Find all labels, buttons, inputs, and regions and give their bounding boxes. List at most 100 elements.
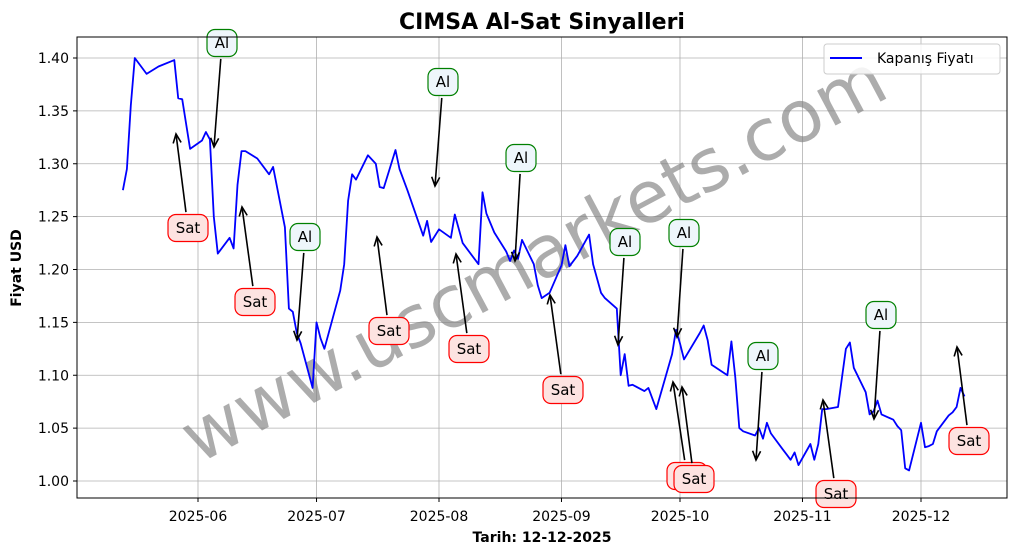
x-axis-label: Tarih: 12-12-2025 bbox=[473, 530, 612, 546]
signal-arrow bbox=[755, 371, 763, 461]
signal-arrow bbox=[175, 133, 187, 213]
sell-signal: Sat bbox=[234, 205, 276, 317]
buy-signal: Al bbox=[427, 67, 459, 188]
signal-arrow bbox=[296, 252, 305, 341]
x-axis-ticks: 2025-06 2025-07 2025-08 2025-09 2025-10 2025-… bbox=[169, 498, 951, 525]
y-tick-label: 1.05 bbox=[38, 421, 69, 437]
sell-signal: Sat bbox=[448, 252, 490, 364]
signal-arrow bbox=[672, 381, 686, 461]
signal-label: Sat bbox=[377, 322, 402, 340]
arrow-head-icon bbox=[613, 335, 624, 347]
buy-signal: Al bbox=[747, 341, 779, 462]
legend-label: Kapanış Fiyatı bbox=[877, 51, 974, 67]
signal-arrow bbox=[681, 386, 693, 464]
signal-annotations: Sat Al Sat Al Sat Al Sat Al Sat Al Al Sat Sat Al Sat Al… bbox=[167, 28, 990, 509]
sell-signal: Sat bbox=[368, 235, 410, 346]
y-tick-label: 1.25 bbox=[38, 210, 69, 226]
signal-arrow bbox=[549, 294, 562, 375]
signal-arrow bbox=[822, 399, 835, 479]
signal-label: Sat bbox=[176, 219, 201, 237]
x-tick-label: 2025-11 bbox=[773, 509, 832, 525]
y-axis-label: Fiyat USD bbox=[9, 229, 25, 307]
arrow-head-icon bbox=[751, 450, 762, 462]
signal-label: Al bbox=[298, 228, 312, 246]
signal-label-box bbox=[668, 218, 700, 248]
signal-label: Al bbox=[756, 347, 770, 365]
arrow-head-icon bbox=[430, 176, 441, 188]
signal-label-box bbox=[206, 28, 238, 58]
signal-arrow bbox=[676, 248, 684, 338]
arrow-head-icon bbox=[172, 132, 182, 144]
buy-signal: Al bbox=[865, 300, 897, 421]
signal-label-box bbox=[948, 426, 990, 456]
signal-label-box bbox=[167, 213, 209, 243]
signal-label: Sat bbox=[957, 432, 982, 450]
buy-signal: Al bbox=[505, 143, 537, 263]
arrow-head-icon bbox=[452, 252, 462, 264]
x-tick-label: 2025-06 bbox=[169, 509, 228, 525]
arrow-head-icon bbox=[669, 380, 679, 392]
signal-arrow bbox=[873, 330, 881, 420]
sell-signal: Sat bbox=[167, 132, 209, 243]
arrow-head-icon bbox=[238, 205, 248, 217]
signal-arrow bbox=[241, 206, 254, 287]
signal-label-box bbox=[747, 341, 779, 371]
signal-label-box bbox=[448, 334, 490, 364]
signal-label-box bbox=[865, 300, 897, 330]
signal-label: Sat bbox=[824, 485, 849, 503]
legend: Kapanış Fiyatı bbox=[823, 43, 1001, 75]
sell-signal: Sat bbox=[948, 345, 990, 456]
signal-label-box bbox=[289, 222, 321, 252]
signal-label: Al bbox=[215, 34, 229, 52]
signal-arrow bbox=[455, 253, 468, 334]
signal-arrow bbox=[376, 236, 388, 316]
y-tick-label: 1.10 bbox=[38, 368, 69, 384]
arrow-head-icon bbox=[819, 398, 829, 410]
y-tick-label: 1.35 bbox=[38, 104, 69, 120]
signal-label-box bbox=[609, 227, 641, 257]
signal-label: Al bbox=[618, 233, 632, 251]
signal-label-box bbox=[673, 464, 715, 494]
price-line bbox=[122, 57, 966, 472]
signal-label: Al bbox=[677, 224, 691, 242]
arrow-head-icon bbox=[672, 327, 683, 339]
signal-arrow bbox=[617, 257, 625, 346]
x-tick-label: 2025-10 bbox=[651, 509, 710, 525]
x-tick-label: 2025-08 bbox=[410, 509, 469, 525]
buy-signal: Al bbox=[609, 227, 641, 347]
signal-arrow bbox=[213, 58, 222, 148]
signal-label-box bbox=[368, 316, 410, 346]
y-tick-label: 1.30 bbox=[38, 157, 69, 173]
y-tick-label: 1.00 bbox=[38, 474, 69, 490]
y-tick-label: 1.20 bbox=[38, 263, 69, 279]
arrow-head-icon bbox=[546, 293, 556, 305]
signal-label-box bbox=[815, 479, 857, 509]
sell-signal: Sat bbox=[542, 293, 584, 405]
grid bbox=[77, 37, 1007, 498]
x-tick-label: 2025-07 bbox=[287, 509, 346, 525]
y-tick-label: 1.15 bbox=[38, 315, 69, 331]
signal-arrow bbox=[956, 346, 968, 426]
arrow-head-icon bbox=[510, 251, 521, 263]
signal-arrow bbox=[434, 97, 443, 187]
buy-signal: Al bbox=[206, 28, 238, 149]
chart-title: CIMSA Al-Sat Sinyalleri bbox=[399, 10, 685, 35]
plot-frame bbox=[76, 36, 1008, 499]
x-tick-label: 2025-12 bbox=[892, 509, 951, 525]
y-tick-label: 1.40 bbox=[38, 51, 69, 67]
signal-label: Sat bbox=[551, 381, 576, 399]
signal-label: Al bbox=[436, 73, 450, 91]
buy-signal: Al bbox=[668, 218, 700, 339]
arrow-head-icon bbox=[209, 137, 220, 149]
sell-signal: Sat bbox=[673, 385, 715, 494]
arrow-head-icon bbox=[678, 385, 688, 397]
buy-signal: Al bbox=[289, 222, 321, 342]
signal-label: Sat bbox=[682, 470, 707, 488]
signal-label-box bbox=[505, 143, 537, 173]
signal-arrow bbox=[514, 173, 521, 262]
signal-label: Sat bbox=[457, 340, 482, 358]
y-axis-ticks: 1.00 1.05 1.10 1.15 1.20 1.25 1.30 1.35 1.40 bbox=[38, 51, 77, 490]
signal-label: Al bbox=[514, 149, 528, 167]
